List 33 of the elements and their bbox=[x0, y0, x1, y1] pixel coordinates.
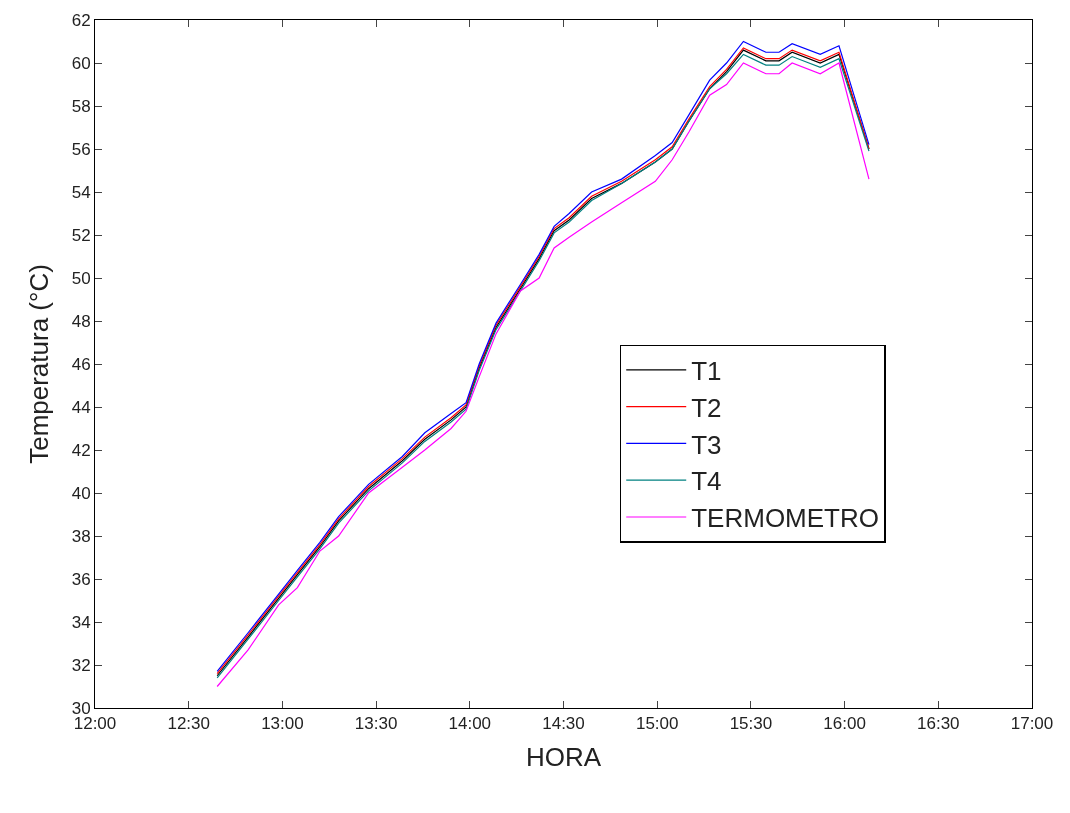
y-tick-label: 32 bbox=[71, 655, 91, 675]
x-tick-label: 14:00 bbox=[448, 714, 492, 734]
y-tick-label: 42 bbox=[71, 440, 91, 460]
y-tick-label: 58 bbox=[71, 96, 91, 116]
x-tick-label: 13:30 bbox=[354, 714, 398, 734]
y-tick-label: 52 bbox=[71, 225, 91, 245]
y-tick-label: 36 bbox=[71, 569, 91, 589]
y-tick-label: 38 bbox=[71, 526, 91, 546]
y-tick-label: 40 bbox=[71, 483, 91, 503]
x-tick-label: 16:30 bbox=[917, 714, 960, 734]
y-tick-label: 60 bbox=[71, 53, 91, 73]
x-tick-label: 16:00 bbox=[823, 714, 866, 734]
y-tick-label: 62 bbox=[71, 10, 91, 30]
legend-label: T4 bbox=[691, 466, 722, 497]
legend-label: T3 bbox=[691, 429, 722, 460]
y-tick-label: 56 bbox=[71, 139, 91, 159]
x-tick-label: 14:30 bbox=[542, 714, 585, 734]
legend-label: T1 bbox=[691, 355, 722, 386]
y-tick-label: 54 bbox=[71, 182, 91, 202]
legend-label: T2 bbox=[691, 392, 722, 423]
x-tick-label: 13:00 bbox=[261, 714, 304, 734]
y-axis-title: Temperatura (°C) bbox=[24, 264, 55, 464]
y-tick-label: 44 bbox=[71, 397, 91, 417]
y-tick-label: 46 bbox=[71, 354, 91, 374]
x-tick-label: 17:00 bbox=[1010, 714, 1054, 734]
x-axis-title: HORA bbox=[525, 742, 602, 773]
x-tick-label: 12:30 bbox=[167, 714, 210, 734]
legend-label: TERMOMETRO bbox=[691, 503, 879, 534]
x-tick-label: 15:30 bbox=[729, 714, 773, 734]
y-tick-label: 48 bbox=[71, 311, 91, 331]
x-tick-label: 15:00 bbox=[635, 714, 679, 734]
y-tick-label: 34 bbox=[71, 612, 91, 632]
y-tick-label: 50 bbox=[71, 268, 91, 288]
